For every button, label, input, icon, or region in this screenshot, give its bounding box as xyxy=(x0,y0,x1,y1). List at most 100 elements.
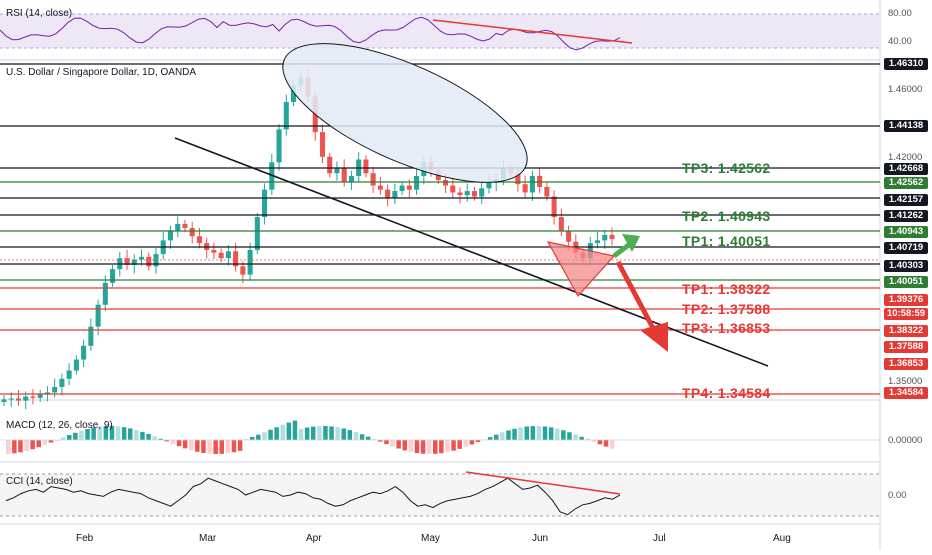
tp3-down-label: TP3: 1.36853 xyxy=(682,320,771,336)
macd-bar xyxy=(372,439,377,440)
macd-bar xyxy=(378,440,383,442)
macd-bar xyxy=(243,439,249,440)
macd-bar xyxy=(85,429,90,440)
candle-body xyxy=(218,252,224,259)
macd-bar xyxy=(573,434,578,440)
candle-body xyxy=(95,304,101,327)
price-tag: 1.44138 xyxy=(884,120,928,132)
candle-body xyxy=(283,102,289,130)
candle-body xyxy=(529,175,535,193)
tp1-down-label: TP1: 1.38322 xyxy=(682,281,771,297)
candle-body xyxy=(486,182,492,189)
candle-body xyxy=(399,185,405,192)
month-label: Jul xyxy=(653,533,666,544)
candle-body xyxy=(44,392,50,394)
macd-bar xyxy=(140,431,145,440)
trendline xyxy=(174,137,769,367)
price-tick: 1.46000 xyxy=(888,84,923,95)
candle-body xyxy=(406,185,412,190)
macd-bar xyxy=(79,430,84,440)
triangle-pattern xyxy=(546,241,616,298)
macd-bar xyxy=(128,428,133,440)
macd-bar xyxy=(445,440,450,453)
price-tag: 1.40719 xyxy=(884,242,928,254)
macd-bar xyxy=(359,434,365,440)
candle-body xyxy=(290,85,297,102)
macd-bar xyxy=(67,435,72,440)
candle-body xyxy=(66,370,72,379)
candle-body xyxy=(515,173,521,185)
countdown-tag: 10:58:59 xyxy=(884,308,928,320)
candle-body xyxy=(59,378,65,387)
macd-bar xyxy=(103,426,109,440)
macd-bar xyxy=(134,429,139,440)
price-tag: 1.39376 xyxy=(884,294,928,306)
cci-line xyxy=(5,477,621,516)
macd-bar xyxy=(115,426,121,440)
macd-bar xyxy=(347,430,353,440)
candle-body xyxy=(52,386,58,393)
macd-bar xyxy=(567,432,572,440)
candle-body xyxy=(1,399,7,403)
macd-bar xyxy=(323,426,328,440)
candle-body xyxy=(471,191,478,197)
macd-bar xyxy=(542,426,548,440)
macd-bar xyxy=(396,440,401,449)
macd-bar xyxy=(561,430,566,440)
macd-bar xyxy=(12,440,17,454)
macd-bar xyxy=(286,422,292,440)
candle-body xyxy=(450,185,456,193)
macd-bar xyxy=(231,440,237,453)
candle-body xyxy=(211,249,217,253)
month-label: May xyxy=(421,533,440,544)
candle-body xyxy=(334,167,340,174)
price-tag: 1.38322 xyxy=(884,325,928,337)
candle-body xyxy=(167,230,174,241)
macd-bar xyxy=(451,440,456,451)
candle-body xyxy=(479,188,485,197)
price-tag: 1.42668 xyxy=(884,163,928,175)
candle-body xyxy=(110,269,116,283)
tp2-down-label: TP2: 1.37588 xyxy=(682,301,771,317)
candle-body xyxy=(327,156,333,174)
candle-body xyxy=(196,236,202,244)
rsi-tick-80: 80.00 xyxy=(888,8,912,19)
candle-body xyxy=(276,129,282,163)
candle-body xyxy=(102,282,108,305)
macd-bar xyxy=(530,426,536,440)
candle-body xyxy=(370,173,376,186)
candle-body xyxy=(182,223,188,229)
macd-bar xyxy=(213,440,218,454)
macd-bar xyxy=(60,437,66,440)
macd-bar xyxy=(304,427,310,440)
candle-body xyxy=(558,217,564,231)
macd-bar xyxy=(176,440,182,447)
macd-bar xyxy=(109,426,115,440)
candle-body xyxy=(457,192,463,196)
price-tag: 1.37588 xyxy=(884,341,928,353)
macd-bar xyxy=(158,438,163,440)
macd-bar xyxy=(457,440,462,449)
macd-bar xyxy=(579,436,584,440)
macd-bar xyxy=(609,440,615,449)
macd-bar xyxy=(201,440,206,453)
macd-bar xyxy=(24,440,29,451)
tp1-up-label: TP1: 1.40051 xyxy=(682,233,771,249)
macd-bar xyxy=(536,426,542,440)
macd-bar xyxy=(6,440,11,454)
macd-bar xyxy=(414,440,420,454)
macd-bar xyxy=(292,420,298,440)
candle-body xyxy=(225,251,231,259)
macd-bar xyxy=(603,440,609,447)
cci-band xyxy=(0,474,880,516)
candle-body xyxy=(254,217,260,250)
macd-bar xyxy=(280,424,285,440)
ellipse-zone xyxy=(282,43,528,183)
macd-bar xyxy=(518,427,523,440)
macd-bar xyxy=(463,440,468,447)
candle-body xyxy=(319,132,326,157)
macd-bar xyxy=(146,434,151,440)
macd-bar xyxy=(152,436,157,440)
